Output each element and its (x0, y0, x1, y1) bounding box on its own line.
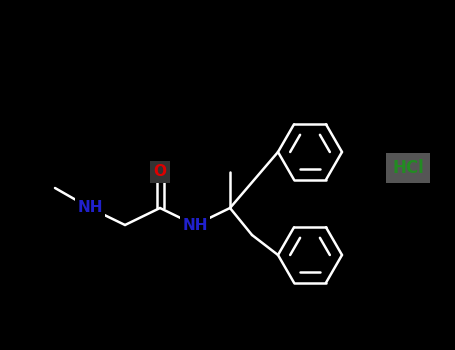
Text: NH: NH (77, 201, 103, 216)
Text: HCl: HCl (392, 159, 424, 177)
Text: O: O (153, 164, 167, 180)
Text: NH: NH (182, 217, 208, 232)
